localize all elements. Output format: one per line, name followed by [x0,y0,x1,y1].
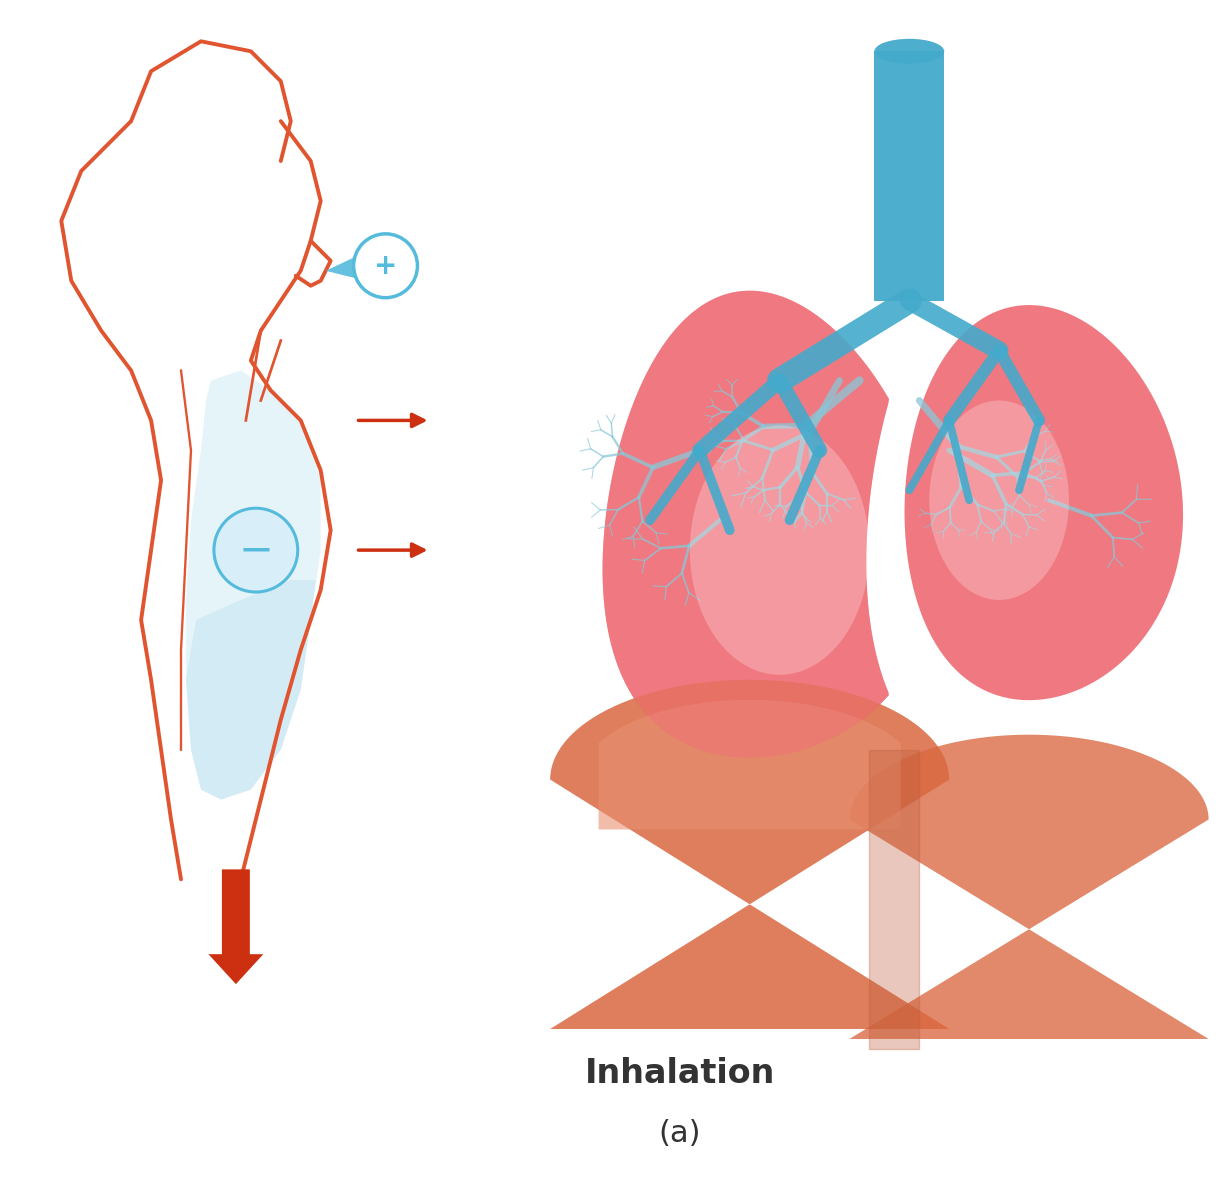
Ellipse shape [930,401,1068,600]
Polygon shape [185,580,316,799]
Circle shape [214,509,297,592]
Polygon shape [598,700,901,829]
Text: Inhalation: Inhalation [585,1057,775,1091]
Ellipse shape [690,426,869,674]
Circle shape [354,234,418,298]
Polygon shape [603,290,889,757]
Polygon shape [905,305,1183,700]
Text: +: + [373,252,397,280]
Polygon shape [550,680,949,1030]
Bar [874,52,944,301]
Text: (a): (a) [658,1120,701,1148]
FancyArrow shape [209,869,263,984]
Text: −: − [238,529,274,571]
Ellipse shape [874,38,944,64]
Polygon shape [185,371,321,799]
Polygon shape [850,734,1208,1039]
Polygon shape [325,256,357,278]
Polygon shape [603,290,889,757]
